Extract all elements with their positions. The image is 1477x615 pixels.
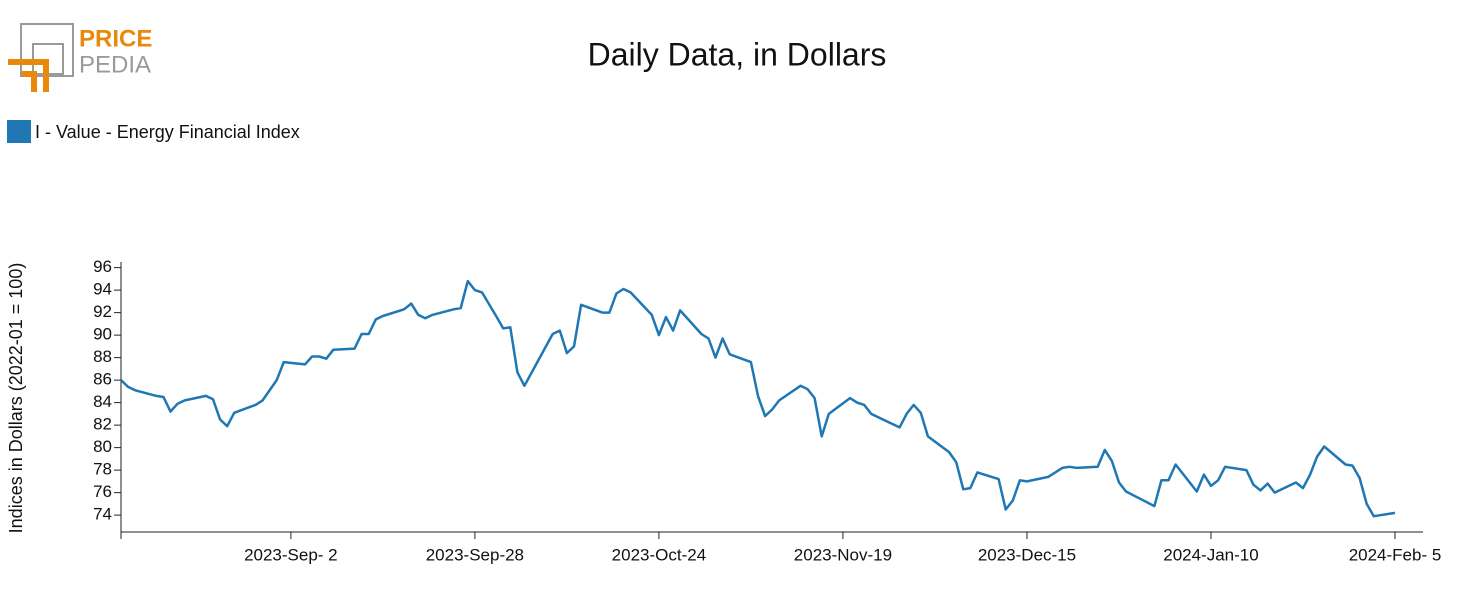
y-tick-label: 74 bbox=[93, 505, 112, 524]
y-axis-label: Indices in Dollars (2022-01 = 100) bbox=[6, 263, 26, 534]
y-tick-label: 78 bbox=[93, 460, 112, 479]
legend-swatch bbox=[7, 120, 31, 143]
y-tick-label: 92 bbox=[93, 302, 112, 321]
series-line bbox=[120, 279, 1396, 518]
x-tick-label: 2024-Jan-10 bbox=[1163, 545, 1258, 564]
y-tick-label: 96 bbox=[93, 257, 112, 276]
y-tick-label: 90 bbox=[93, 325, 112, 344]
x-tick-label: 2023-Dec-15 bbox=[978, 545, 1076, 564]
y-tick-label: 82 bbox=[93, 415, 112, 434]
x-tick-label: 2024-Feb- 5 bbox=[1349, 545, 1442, 564]
y-tick-label: 86 bbox=[93, 370, 112, 389]
y-tick-label: 88 bbox=[93, 347, 112, 366]
legend-label: I - Value - Energy Financial Index bbox=[35, 122, 300, 142]
logo-bracket bbox=[8, 59, 49, 92]
logo-top: PRICE bbox=[79, 25, 152, 52]
logo: PRICE PEDIA bbox=[8, 23, 152, 92]
y-tick-label: 76 bbox=[93, 482, 112, 501]
x-tick-label: 2023-Sep-28 bbox=[426, 545, 524, 564]
x-tick-label: 2023-Oct-24 bbox=[612, 545, 707, 564]
y-tick-label: 84 bbox=[93, 392, 112, 411]
x-tick-label: 2023-Sep- 2 bbox=[244, 545, 338, 564]
y-tick-label: 80 bbox=[93, 437, 112, 456]
x-tick-label: 2023-Nov-19 bbox=[794, 545, 892, 564]
chart-title: Daily Data, in Dollars bbox=[588, 36, 887, 72]
y-tick-label: 94 bbox=[93, 280, 112, 299]
logo-bottom: PEDIA bbox=[79, 51, 151, 78]
